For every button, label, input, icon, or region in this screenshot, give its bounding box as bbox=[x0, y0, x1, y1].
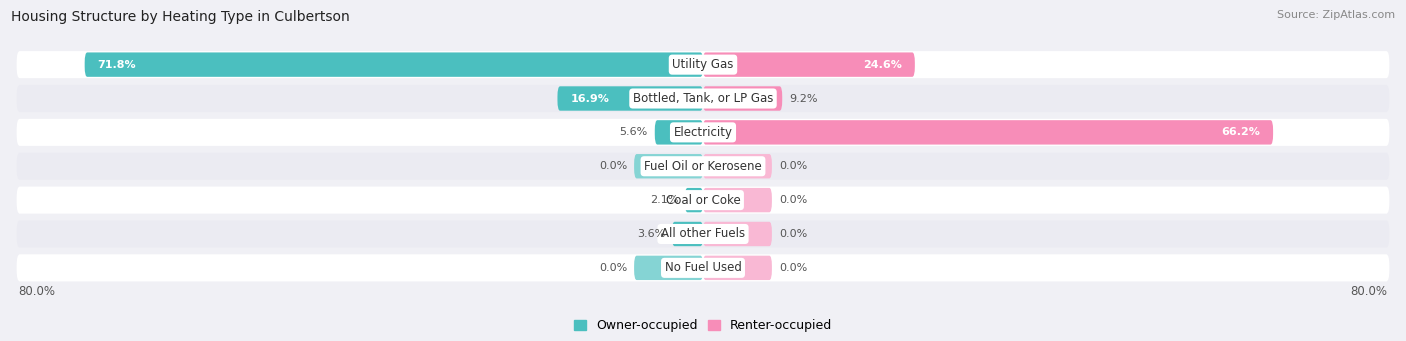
FancyBboxPatch shape bbox=[17, 254, 1389, 281]
FancyBboxPatch shape bbox=[634, 154, 703, 178]
Text: 0.0%: 0.0% bbox=[779, 263, 807, 273]
FancyBboxPatch shape bbox=[655, 120, 703, 145]
Text: 3.6%: 3.6% bbox=[637, 229, 665, 239]
Text: 24.6%: 24.6% bbox=[863, 60, 901, 70]
FancyBboxPatch shape bbox=[17, 119, 1389, 146]
Text: 5.6%: 5.6% bbox=[620, 128, 648, 137]
Text: 71.8%: 71.8% bbox=[97, 60, 136, 70]
Text: 0.0%: 0.0% bbox=[779, 161, 807, 171]
Text: 0.0%: 0.0% bbox=[779, 195, 807, 205]
Text: Housing Structure by Heating Type in Culbertson: Housing Structure by Heating Type in Cul… bbox=[11, 10, 350, 24]
FancyBboxPatch shape bbox=[17, 153, 1389, 180]
Legend: Owner-occupied, Renter-occupied: Owner-occupied, Renter-occupied bbox=[574, 320, 832, 332]
FancyBboxPatch shape bbox=[703, 188, 772, 212]
FancyBboxPatch shape bbox=[84, 53, 703, 77]
Text: Utility Gas: Utility Gas bbox=[672, 58, 734, 71]
FancyBboxPatch shape bbox=[17, 220, 1389, 248]
Text: 2.1%: 2.1% bbox=[650, 195, 678, 205]
FancyBboxPatch shape bbox=[703, 222, 772, 246]
Text: Fuel Oil or Kerosene: Fuel Oil or Kerosene bbox=[644, 160, 762, 173]
Text: 9.2%: 9.2% bbox=[789, 93, 818, 104]
Text: 80.0%: 80.0% bbox=[1351, 285, 1388, 298]
Text: All other Fuels: All other Fuels bbox=[661, 227, 745, 240]
Text: 16.9%: 16.9% bbox=[571, 93, 609, 104]
FancyBboxPatch shape bbox=[703, 53, 915, 77]
FancyBboxPatch shape bbox=[703, 256, 772, 280]
Text: 80.0%: 80.0% bbox=[18, 285, 55, 298]
FancyBboxPatch shape bbox=[672, 222, 703, 246]
FancyBboxPatch shape bbox=[17, 187, 1389, 214]
Text: Electricity: Electricity bbox=[673, 126, 733, 139]
Text: 0.0%: 0.0% bbox=[599, 263, 627, 273]
FancyBboxPatch shape bbox=[703, 86, 782, 111]
Text: 0.0%: 0.0% bbox=[779, 229, 807, 239]
Text: No Fuel Used: No Fuel Used bbox=[665, 261, 741, 275]
FancyBboxPatch shape bbox=[17, 51, 1389, 78]
Text: Coal or Coke: Coal or Coke bbox=[665, 194, 741, 207]
Text: Bottled, Tank, or LP Gas: Bottled, Tank, or LP Gas bbox=[633, 92, 773, 105]
Text: 66.2%: 66.2% bbox=[1222, 128, 1260, 137]
FancyBboxPatch shape bbox=[557, 86, 703, 111]
FancyBboxPatch shape bbox=[634, 256, 703, 280]
Text: 0.0%: 0.0% bbox=[599, 161, 627, 171]
FancyBboxPatch shape bbox=[685, 188, 703, 212]
FancyBboxPatch shape bbox=[703, 120, 1272, 145]
FancyBboxPatch shape bbox=[17, 85, 1389, 112]
Text: Source: ZipAtlas.com: Source: ZipAtlas.com bbox=[1277, 10, 1395, 20]
FancyBboxPatch shape bbox=[703, 154, 772, 178]
